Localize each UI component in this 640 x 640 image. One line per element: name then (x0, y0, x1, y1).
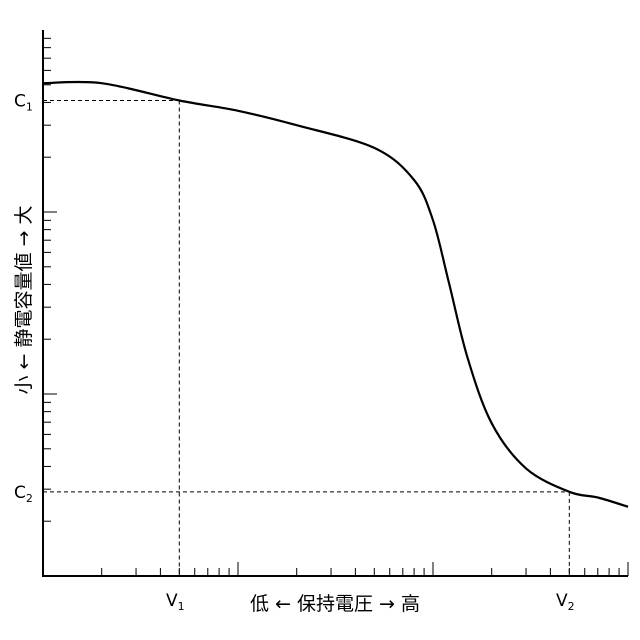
y-axis-title: 小 ← 静電容量値 → 大 (13, 206, 35, 395)
chart-axes (43, 30, 628, 576)
axis-ticks (43, 38, 628, 576)
y-reference-subscript: 1 (26, 100, 33, 113)
x-reference-label: V1 (166, 591, 185, 613)
capacitance-curve (43, 82, 628, 507)
y-reference-label: C2 (14, 483, 33, 505)
x-reference-label: V2 (556, 591, 575, 613)
y-reference-subscript: 2 (26, 492, 33, 505)
reference-lines (43, 100, 569, 576)
x-axis-title: 低 ← 保持電圧 → 高 (250, 593, 420, 615)
reference-labels: V1 C1 V2 C2 (14, 91, 575, 613)
x-reference-subscript: 1 (178, 600, 185, 613)
y-reference-label: C1 (14, 91, 33, 113)
x-reference-subscript: 2 (568, 600, 575, 613)
